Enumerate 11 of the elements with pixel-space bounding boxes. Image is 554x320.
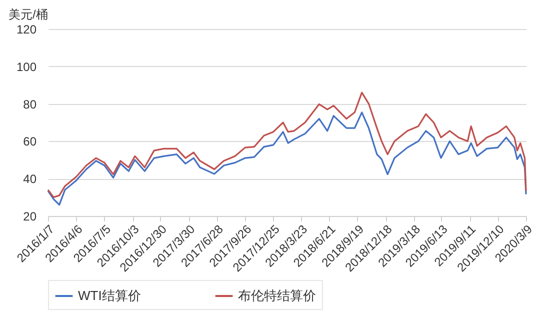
y-tick-label: 120	[16, 22, 37, 36]
y-tick-label: 80	[23, 97, 37, 112]
legend-label: 布伦特结算价	[238, 288, 316, 303]
line-series	[47, 112, 527, 206]
y-tick-label: 40	[23, 172, 37, 186]
y-tick-label: 60	[23, 134, 37, 149]
legend-label: WTI结算价	[78, 288, 141, 303]
line-series	[47, 92, 527, 198]
y-tick-label: 20	[23, 210, 37, 224]
y-axis-title: 美元/桶	[8, 8, 48, 22]
y-tick-label: 100	[16, 60, 37, 74]
